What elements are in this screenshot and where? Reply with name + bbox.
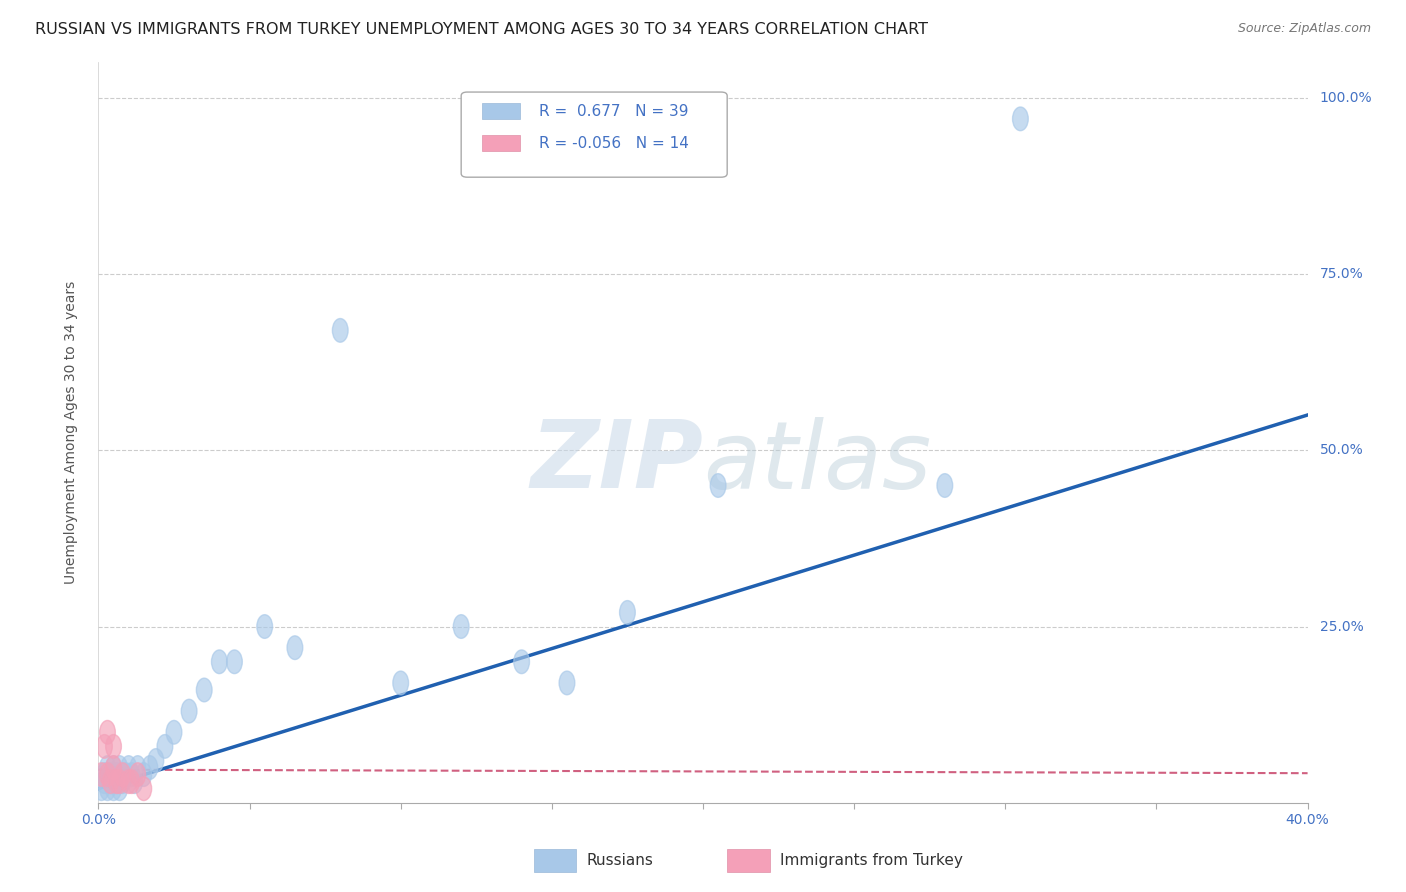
Ellipse shape <box>100 777 115 800</box>
Text: ZIP: ZIP <box>530 417 703 508</box>
Text: 100.0%: 100.0% <box>1320 91 1372 104</box>
Ellipse shape <box>197 678 212 702</box>
Ellipse shape <box>94 763 110 787</box>
Ellipse shape <box>513 650 530 673</box>
Text: R =  0.677   N = 39: R = 0.677 N = 39 <box>538 103 688 119</box>
Ellipse shape <box>97 763 112 787</box>
Ellipse shape <box>166 721 181 744</box>
Bar <box>534 849 576 871</box>
Ellipse shape <box>97 734 112 758</box>
Ellipse shape <box>136 777 152 800</box>
Ellipse shape <box>1012 107 1028 131</box>
Text: 50.0%: 50.0% <box>1320 443 1364 458</box>
Ellipse shape <box>94 777 110 800</box>
Ellipse shape <box>148 748 163 772</box>
Ellipse shape <box>115 763 131 787</box>
Ellipse shape <box>97 770 112 794</box>
Ellipse shape <box>136 763 152 787</box>
Ellipse shape <box>127 770 142 794</box>
Ellipse shape <box>103 763 118 787</box>
Text: Immigrants from Turkey: Immigrants from Turkey <box>780 853 963 868</box>
Text: R = -0.056   N = 14: R = -0.056 N = 14 <box>538 136 689 151</box>
Ellipse shape <box>620 600 636 624</box>
Ellipse shape <box>124 770 139 794</box>
Ellipse shape <box>257 615 273 639</box>
Y-axis label: Unemployment Among Ages 30 to 34 years: Unemployment Among Ages 30 to 34 years <box>63 281 77 584</box>
Ellipse shape <box>105 756 121 780</box>
Ellipse shape <box>226 650 242 673</box>
Ellipse shape <box>103 770 118 794</box>
Ellipse shape <box>105 777 121 800</box>
Ellipse shape <box>157 734 173 758</box>
Text: 75.0%: 75.0% <box>1320 267 1364 281</box>
Ellipse shape <box>710 474 725 498</box>
Ellipse shape <box>103 770 118 794</box>
Ellipse shape <box>181 699 197 723</box>
Ellipse shape <box>118 763 134 787</box>
FancyBboxPatch shape <box>461 92 727 178</box>
Text: Source: ZipAtlas.com: Source: ZipAtlas.com <box>1237 22 1371 36</box>
Ellipse shape <box>105 756 121 780</box>
Ellipse shape <box>108 770 124 794</box>
Ellipse shape <box>115 770 131 794</box>
Ellipse shape <box>100 756 115 780</box>
Ellipse shape <box>936 474 953 498</box>
Ellipse shape <box>111 777 128 800</box>
Ellipse shape <box>211 650 228 673</box>
Ellipse shape <box>100 721 115 744</box>
Ellipse shape <box>129 756 146 780</box>
Ellipse shape <box>108 770 124 794</box>
Ellipse shape <box>111 770 128 794</box>
Ellipse shape <box>108 763 124 787</box>
Ellipse shape <box>121 770 136 794</box>
Ellipse shape <box>142 756 157 780</box>
Text: Russians: Russians <box>586 853 654 868</box>
Ellipse shape <box>453 615 470 639</box>
Ellipse shape <box>332 318 349 343</box>
Ellipse shape <box>124 763 139 787</box>
Ellipse shape <box>287 636 302 659</box>
Bar <box>482 135 520 152</box>
Bar <box>482 103 520 120</box>
Ellipse shape <box>121 756 136 780</box>
Text: atlas: atlas <box>703 417 931 508</box>
Text: 25.0%: 25.0% <box>1320 620 1364 633</box>
Text: RUSSIAN VS IMMIGRANTS FROM TURKEY UNEMPLOYMENT AMONG AGES 30 TO 34 YEARS CORRELA: RUSSIAN VS IMMIGRANTS FROM TURKEY UNEMPL… <box>35 22 928 37</box>
Bar <box>727 849 769 871</box>
Ellipse shape <box>392 671 409 695</box>
Ellipse shape <box>111 756 128 780</box>
Ellipse shape <box>129 763 146 787</box>
Ellipse shape <box>560 671 575 695</box>
Ellipse shape <box>105 734 121 758</box>
Ellipse shape <box>100 763 115 787</box>
